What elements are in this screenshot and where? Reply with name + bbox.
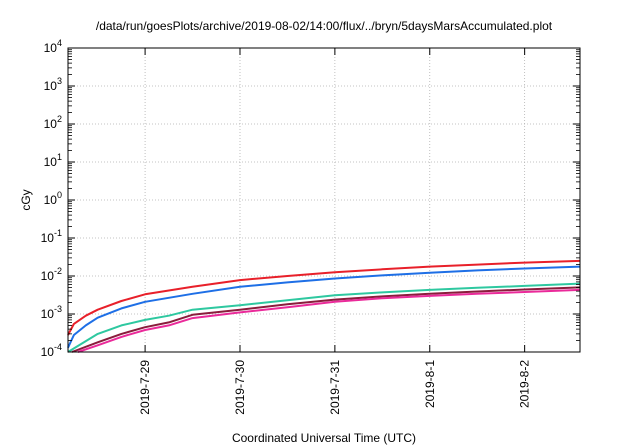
y-tick-label: 104 — [44, 38, 62, 55]
y-tick-label: 100 — [44, 190, 62, 207]
series-line-2 — [67, 265, 581, 349]
x-tick-label: 2019-7-31 — [328, 360, 342, 415]
y-tick-label: 101 — [44, 152, 62, 169]
chart-title: /data/run/goesPlots/archive/2019-08-02/1… — [96, 19, 553, 33]
series-line-5 — [77, 288, 581, 353]
y-tick-label: 10-2 — [41, 266, 62, 283]
y-tick-label: 10-1 — [41, 228, 62, 245]
y-tick-label: 10-4 — [41, 342, 62, 359]
series-line-3 — [67, 282, 581, 353]
y-axis: 10-4 10-3 10-2 10-1 100 101 102 103 104 — [41, 38, 580, 359]
x-tick-label: 2019-7-30 — [233, 360, 247, 415]
x-tick-label: 2019-7-29 — [138, 360, 152, 415]
x-tick-label: 2019-8-2 — [518, 360, 532, 408]
x-tick-label: 2019-8-1 — [423, 360, 437, 408]
y-tick-label: 103 — [44, 76, 62, 93]
y-tick-label: 10-3 — [41, 304, 62, 321]
x-axis-label: Coordinated Universal Time (UTC) — [232, 431, 416, 445]
series-line-4 — [71, 286, 581, 353]
grid-lines — [68, 48, 580, 352]
series-group — [67, 259, 581, 353]
y-tick-label: 102 — [44, 114, 62, 131]
y-axis-label: cGy — [19, 189, 33, 210]
x-axis: 2019-7-29 2019-7-30 2019-7-31 2019-8-1 2019-… — [138, 48, 532, 415]
series-line-1 — [67, 259, 581, 336]
